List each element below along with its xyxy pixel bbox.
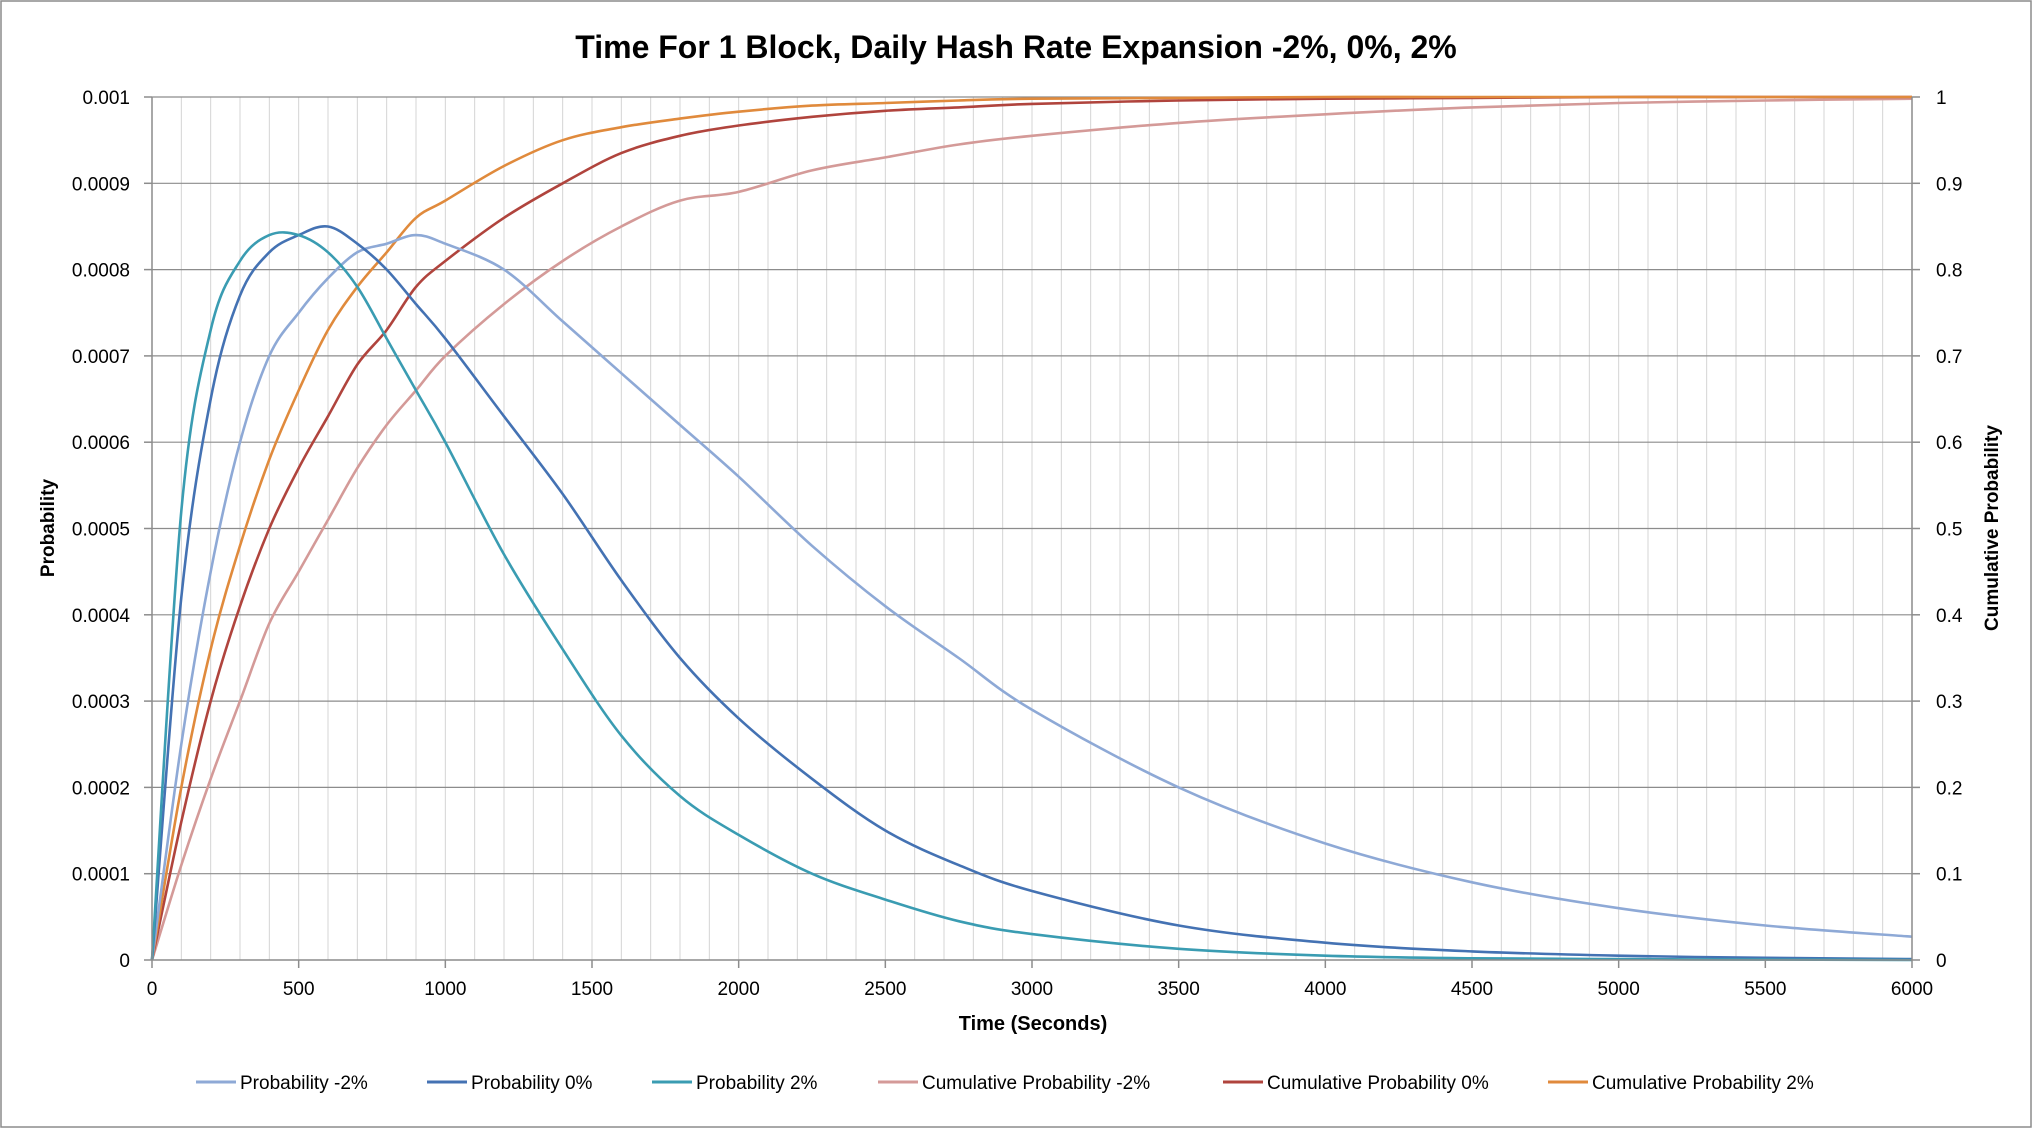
y2-axis-label: Cumulative Probability xyxy=(1982,425,2003,631)
legend-label-cumulative-probability-2pct: Cumulative Probability -2% xyxy=(922,1073,1150,1094)
x-tick-label: 2500 xyxy=(864,979,906,1000)
y-tick-label: 0.0006 xyxy=(72,433,130,454)
x-axis-label: Time (Seconds) xyxy=(959,1013,1108,1035)
tick-labels: 0 500 1000 1500 2000 2500 3000 3500 4000 4500 5000… xyxy=(72,88,1963,1000)
y2-tick-label: 0.9 xyxy=(1936,174,1962,195)
series-line-cumulative-probability-2pct xyxy=(150,97,1913,961)
y2-tick-label: 0 xyxy=(1936,951,1947,972)
series-line-cumulative-probability-2pct xyxy=(150,95,1912,961)
y-tick-label: 0.0007 xyxy=(72,347,130,368)
grid-lines xyxy=(152,96,1912,960)
y2-tick-label: 1 xyxy=(1936,88,1947,109)
y-axis-label: Probability xyxy=(38,478,59,577)
y2-tick-label: 0.7 xyxy=(1936,347,1962,368)
x-tick-label: 1000 xyxy=(424,979,466,1000)
y2-tick-label: 0.3 xyxy=(1936,692,1962,713)
y-tick-label: 0.0001 xyxy=(72,865,130,886)
y-tick-label: 0.0005 xyxy=(72,520,130,541)
y2-tick-label: 0.2 xyxy=(1936,778,1962,799)
x-tick-label: 4500 xyxy=(1451,979,1493,1000)
y2-tick-label: 0.5 xyxy=(1936,520,1962,541)
series-line-probability-2pct xyxy=(150,231,1913,962)
y-tick-label: 0.0009 xyxy=(72,174,130,195)
legend-label-probability-2pct: Probability 2% xyxy=(696,1073,818,1094)
series-line-probability-0pct xyxy=(150,224,1913,961)
y-tick-label: 0.0003 xyxy=(72,692,130,713)
y-tick-label: 0.0002 xyxy=(72,778,130,799)
x-tick-label: 4000 xyxy=(1304,979,1346,1000)
chart-title: Time For 1 Block, Daily Hash Rate Expans… xyxy=(575,29,1456,65)
legend-label-cumulative-probability-2pct: Cumulative Probability 2% xyxy=(1592,1073,1814,1094)
legend-label-cumulative-probability-0pct: Cumulative Probability 0% xyxy=(1267,1073,1489,1094)
y2-tick-label: 0.6 xyxy=(1936,433,1962,454)
x-tick-label: 2000 xyxy=(718,979,760,1000)
x-tick-label: 3000 xyxy=(1011,979,1053,1000)
legend: Probability -2% Probability 0% Probability… xyxy=(196,1073,1814,1094)
y-tick-label: 0 xyxy=(119,951,130,972)
legend-label-probability-2pct: Probability -2% xyxy=(240,1073,368,1094)
x-tick-label: 500 xyxy=(283,979,315,1000)
y-tick-label: 0.001 xyxy=(82,88,130,109)
x-tick-label: 6000 xyxy=(1891,979,1933,1000)
series-line-probability-2pct xyxy=(150,233,1913,961)
y2-tick-label: 0.1 xyxy=(1936,865,1962,886)
x-tick-label: 3500 xyxy=(1158,979,1200,1000)
x-tick-label: 0 xyxy=(147,979,158,1000)
y2-tick-label: 0.8 xyxy=(1936,261,1962,282)
y-tick-label: 0.0008 xyxy=(72,261,130,282)
y-tick-label: 0.0004 xyxy=(72,606,131,627)
y2-tick-label: 0.4 xyxy=(1936,606,1963,627)
x-tick-label: 5500 xyxy=(1744,979,1786,1000)
series-lines xyxy=(150,95,1913,962)
x-tick-label: 5000 xyxy=(1598,979,1640,1000)
legend-label-probability-0pct: Probability 0% xyxy=(471,1073,593,1094)
x-tick-label: 1500 xyxy=(571,979,613,1000)
